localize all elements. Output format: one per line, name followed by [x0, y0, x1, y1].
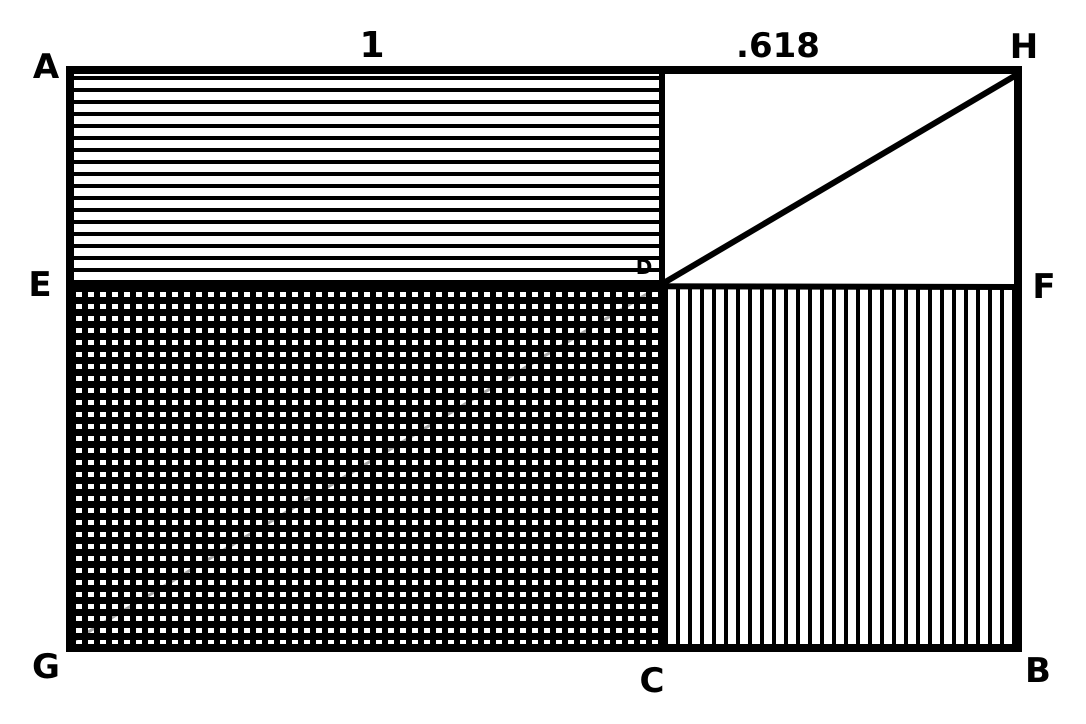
dimension-label-618: .618 [736, 26, 820, 66]
vertex-label-H: H [1010, 27, 1038, 67]
diagonal-G-D-faint [74, 284, 661, 642]
vertex-label-G: G [32, 647, 60, 687]
region-cross-hatch [70, 284, 662, 648]
vertex-label-C: C [640, 661, 665, 701]
vertex-label-D: D [636, 255, 653, 279]
region-vertical-hatch [662, 288, 1018, 648]
diagonal-D-H [660, 71, 1020, 287]
region-horizontal-hatch [70, 70, 662, 284]
dimension-label-1: 1 [359, 25, 384, 66]
vertex-label-B: B [1025, 651, 1051, 691]
outer-rectangle-frame [66, 66, 1022, 652]
vertex-label-E: E [28, 265, 51, 305]
vertex-label-F: F [1032, 267, 1055, 307]
vertex-label-A: A [33, 47, 60, 87]
line-E-F [69, 282, 1019, 290]
